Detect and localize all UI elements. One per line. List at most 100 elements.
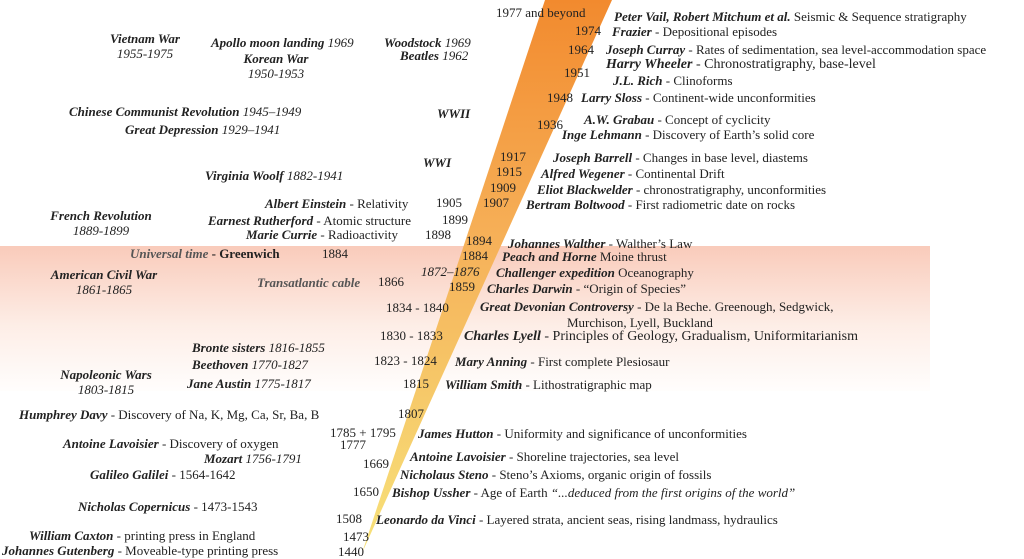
context-label: Galileo Galilei - 1564-1642 <box>90 467 236 482</box>
event-name: Frazier <box>612 24 652 39</box>
event-name: Alfred Wegener <box>541 166 625 181</box>
context-name: French Revolution <box>50 208 152 223</box>
event-desc: - chronostratigraphy, unconformities <box>632 182 827 197</box>
event-name: William Smith <box>445 377 523 392</box>
event-label: Inge Lehmann - Discovery of Earth’s soli… <box>562 127 814 142</box>
event-label: Peach and Horne Moine thrust <box>502 249 667 264</box>
context-years: 1962 <box>439 48 469 63</box>
context-label: Virginia Woolf 1882-1941 <box>205 168 343 183</box>
context-years: 1816-1855 <box>265 340 325 355</box>
event-name: Leonardo da Vinci <box>376 512 476 527</box>
event-label: Leonardo da Vinci - Layered strata, anci… <box>376 512 778 527</box>
year-label: 1898 <box>425 227 451 242</box>
event-desc: - “Origin of Species” <box>572 281 686 296</box>
year-label: 1905 <box>436 195 462 210</box>
event-label: Larry Sloss - Continent-wide unconformit… <box>581 90 816 105</box>
event-name: Inge Lehmann <box>562 127 642 142</box>
event-desc: - Chronostratigraphy, base-level <box>692 57 876 72</box>
context-years: 1969 <box>441 35 471 50</box>
context-name: Napoleonic Wars <box>60 367 152 382</box>
context-years: 1969 <box>324 35 354 50</box>
context-label: Bronte sisters 1816-1855 <box>192 340 325 355</box>
context-name: WWI <box>423 155 452 170</box>
event-label: Harry Wheeler - Chronostratigraphy, base… <box>606 57 876 72</box>
event-name: Bertram Boltwood <box>526 197 625 212</box>
event-desc: - Continental Drift <box>624 166 725 181</box>
context-desc: - 1564-1642 <box>168 467 236 482</box>
year-label: 1823 - 1824 <box>374 353 437 368</box>
event-desc: - Concept of cyclicity <box>654 112 771 127</box>
context-name: WWII <box>437 106 471 121</box>
context-label: Apollo moon landing 1969 <box>211 35 354 50</box>
context-years: 1775-1817 <box>251 376 311 391</box>
event-name: Great Devonian Controversy <box>480 299 634 314</box>
year-label: 1951 <box>564 65 590 80</box>
context-label: Humphrey Davy - Discovery of Na, K, Mg, … <box>19 407 319 422</box>
event-name: Charles Lyell <box>464 329 541 344</box>
event-desc: - Clinoforms <box>662 73 733 88</box>
event-label: Joseph Barrell - Changes in base level, … <box>553 150 808 165</box>
year-label: 1473 <box>343 529 369 544</box>
event-desc: - First complete Plesiosaur <box>527 354 670 369</box>
event-desc: Murchison, Lyell, Buckland <box>567 315 713 330</box>
event-desc: - Rates of sedimentation, sea level-acco… <box>685 42 987 57</box>
year-label: 1830 - 1833 <box>380 328 443 343</box>
year-label: 1884 <box>462 248 488 263</box>
year-label: 1936 <box>537 117 563 132</box>
year-label: 1964 <box>568 42 594 57</box>
context-name: American Civil War <box>50 267 158 282</box>
event-label: Antoine Lavoisier - Shoreline trajectori… <box>410 449 679 464</box>
context-name: Virginia Woolf <box>205 168 284 183</box>
year-label: 1859 <box>449 279 475 294</box>
event-desc: - Uniformity and significance of unconfo… <box>493 426 747 441</box>
year-label: 1974 <box>575 23 601 38</box>
year-label: 1440 <box>338 544 364 559</box>
year-label: 1907 <box>483 195 509 210</box>
event-label: J.L. Rich - Clinoforms <box>613 73 733 88</box>
event-desc: - Age of Earth <box>470 485 551 500</box>
context-desc: - Relativity <box>346 196 409 211</box>
event-desc: - Changes in base level, diastems <box>632 150 808 165</box>
context-label: American Civil War 1861-1865 <box>40 267 168 297</box>
context-label: French Revolution 1889-1899 <box>42 208 160 238</box>
year-label: 1834 - 1840 <box>386 300 449 315</box>
context-name: Mozart <box>204 451 243 466</box>
context-desc: - Discovery of Na, K, Mg, Ca, Sr, Ba, B <box>107 407 320 422</box>
wedge-shape <box>362 0 612 553</box>
context-name: Galileo Galilei <box>90 467 169 482</box>
year-label: 1977 and beyond <box>496 5 586 20</box>
context-label: Johannes Gutenberg - Moveable-type print… <box>2 543 278 558</box>
year-label: 1917 <box>500 149 526 164</box>
event-label: Mary Anning - First complete Plesiosaur <box>455 354 669 369</box>
year-label: 1785 + 1795 <box>330 425 396 440</box>
event-label: Johannes Walther - Walther’s Law <box>508 236 692 251</box>
event-label: Charles Lyell - Principles of Geology, G… <box>464 329 858 344</box>
event-desc: - Principles of Geology, Gradualism, Uni… <box>540 329 859 344</box>
event-name: Joseph Curray <box>606 42 686 57</box>
context-label: Mozart 1756-1791 <box>204 451 302 466</box>
context-years: 1950-1953 <box>247 66 305 81</box>
event-label: Peter Vail, Robert Mitchum et al. Seismi… <box>614 9 967 24</box>
event-desc: - De la Beche. Greenough, Sedgwick, <box>633 299 834 314</box>
context-desc: - Greenwich <box>208 246 280 261</box>
event-desc: - Lithostratigraphic map <box>522 377 652 392</box>
context-label: William Caxton - printing press in Engla… <box>29 528 255 543</box>
context-label: Korean War 1950-1953 <box>228 51 324 81</box>
year-label: 1650 <box>353 484 379 499</box>
context-desc: - Atomic structure <box>313 213 411 228</box>
year-label: 1909 <box>490 180 516 195</box>
event-name: Harry Wheeler <box>606 57 693 72</box>
event-name: Joseph Barrell <box>553 150 633 165</box>
year-label: 1669 <box>363 456 389 471</box>
year-label: 1915 <box>496 164 522 179</box>
context-name: Beethoven <box>192 357 249 372</box>
event-desc: - Depositional episodes <box>651 24 778 39</box>
event-label: Challenger expedition Oceanography <box>496 265 694 280</box>
context-label: Antoine Lavoisier - Discovery of oxygen <box>63 436 279 451</box>
context-name: Antoine Lavoisier <box>63 436 159 451</box>
context-name: Woodstock <box>384 35 442 50</box>
event-label: Joseph Curray - Rates of sedimentation, … <box>606 42 986 57</box>
context-label: Earnest Rutherford - Atomic structure <box>208 213 411 228</box>
